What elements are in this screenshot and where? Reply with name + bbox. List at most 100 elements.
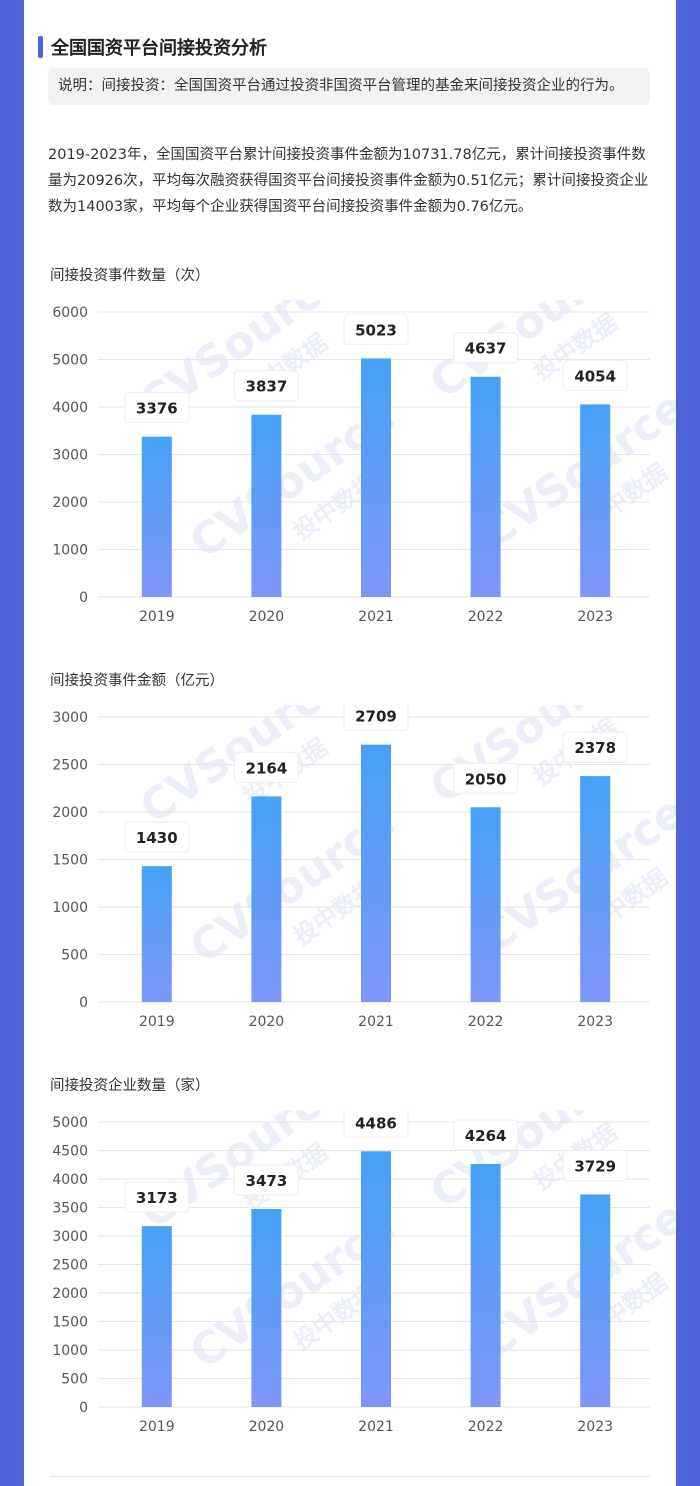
article-card: 全国国资平台间接投资分析 说明：间接投资：全国国资平台通过投资非国资平台管理的基…: [24, 0, 676, 1486]
bar-value-label: 4054: [574, 367, 616, 385]
y-tick-label: 0: [79, 995, 88, 1011]
y-tick-label: 2500: [52, 758, 88, 774]
x-tick-label: 2020: [249, 1419, 285, 1435]
y-tick-label: 2000: [52, 1286, 88, 1302]
value-label-box: [453, 1119, 519, 1151]
bar: [580, 1194, 611, 1407]
bar-value-label: 5023: [355, 321, 397, 339]
chart-title-event-count: 间接投资事件数量（次）: [50, 268, 210, 284]
bar-value-label: 1430: [136, 829, 178, 847]
value-label-box: [453, 332, 519, 364]
x-tick-label: 2023: [577, 1419, 613, 1435]
y-tick-label: 4500: [52, 1144, 88, 1160]
x-tick-label: 2019: [139, 609, 175, 625]
x-tick-label: 2021: [358, 1419, 394, 1435]
value-label-box: [562, 1149, 628, 1181]
bar-value-label: 2164: [246, 759, 288, 777]
bar-value-label: 3376: [136, 400, 178, 418]
company-count-chart: CVSource投中数据CVSource投中数据CVSource投中数据CVSo…: [52, 1110, 676, 1435]
y-tick-label: 4000: [52, 400, 88, 416]
x-tick-label: 2020: [249, 609, 285, 625]
x-tick-label: 2021: [358, 1014, 394, 1030]
y-tick-label: 500: [61, 1372, 88, 1388]
x-tick-label: 2023: [577, 1014, 613, 1030]
y-tick-label: 1000: [52, 1343, 88, 1359]
y-tick-label: 4000: [52, 1172, 88, 1188]
y-tick-label: 0: [79, 590, 88, 606]
bar: [251, 796, 282, 1002]
value-label-box: [124, 1181, 190, 1213]
x-tick-label: 2022: [468, 609, 504, 625]
title-accent-bar: [38, 36, 43, 58]
bar-value-label: 4637: [465, 340, 507, 358]
bar-value-label: 2378: [574, 739, 616, 757]
value-label-box: [233, 370, 299, 402]
x-tick-label: 2022: [468, 1014, 504, 1030]
x-tick-label: 2021: [358, 609, 394, 625]
value-label-box: [124, 821, 190, 853]
x-tick-label: 2022: [468, 1419, 504, 1435]
value-label-box: [562, 359, 628, 391]
value-label-box: [453, 762, 519, 794]
y-tick-label: 2500: [52, 1258, 88, 1274]
y-tick-label: 1500: [52, 1315, 88, 1331]
bar: [580, 404, 611, 597]
bar: [141, 436, 172, 597]
section-title: 全国国资平台间接投资分析: [51, 38, 267, 59]
bar: [141, 1226, 172, 1407]
bar: [251, 414, 282, 597]
y-tick-label: 1000: [52, 900, 88, 916]
y-tick-label: 500: [61, 948, 88, 964]
summary-paragraph: 2019-2023年，全国国资平台累计间接投资事件金额为10731.78亿元，累…: [48, 147, 649, 215]
chart-title-event-amount: 间接投资事件金额（亿元）: [50, 673, 224, 689]
y-tick-label: 1000: [52, 543, 88, 559]
section-header: 全国国资平台间接投资分析: [38, 34, 267, 60]
bar-value-label: 3729: [574, 1157, 616, 1175]
bar: [470, 807, 501, 1002]
bottom-divider: [50, 1476, 650, 1477]
value-label-box: [343, 705, 409, 732]
bar-value-label: 4264: [465, 1127, 507, 1145]
x-tick-label: 2020: [249, 1014, 285, 1030]
x-tick-label: 2023: [577, 609, 613, 625]
y-tick-label: 3000: [52, 710, 88, 726]
event-amount-chart: CVSource投中数据CVSource投中数据CVSource投中数据CVSo…: [52, 705, 676, 1030]
y-tick-label: 3000: [52, 448, 88, 464]
note-box: 说明：间接投资：全国国资平台通过投资非国资平台管理的基金来间接投资企业的行为。: [48, 68, 650, 105]
y-tick-label: 1500: [52, 853, 88, 869]
bar: [251, 1209, 282, 1407]
bar: [361, 358, 391, 597]
bar: [470, 1163, 501, 1407]
x-tick-label: 2019: [139, 1014, 175, 1030]
chart-title-company-count: 间接投资企业数量（家）: [50, 1078, 210, 1094]
bar-value-label: 3837: [246, 378, 288, 396]
y-tick-label: 5000: [52, 1115, 88, 1131]
bar-value-label: 3473: [246, 1172, 288, 1190]
bar: [580, 776, 611, 1002]
y-tick-label: 2000: [52, 495, 88, 511]
value-label-box: [124, 392, 190, 424]
bar: [361, 1151, 391, 1407]
y-tick-label: 3500: [52, 1201, 88, 1217]
bar: [470, 376, 501, 597]
bar-value-label: 2709: [355, 708, 397, 726]
y-tick-label: 6000: [52, 305, 88, 321]
bar-value-label: 2050: [465, 770, 507, 788]
x-tick-label: 2019: [139, 1419, 175, 1435]
bar-value-label: 4486: [355, 1114, 397, 1132]
bar: [361, 744, 391, 1002]
value-label-box: [343, 1110, 409, 1138]
bar-value-label: 3173: [136, 1189, 178, 1207]
y-tick-label: 0: [79, 1400, 88, 1416]
value-label-box: [343, 313, 409, 345]
value-label-box: [233, 1164, 299, 1196]
y-tick-label: 3000: [52, 1229, 88, 1245]
value-label-box: [233, 751, 299, 783]
bar: [141, 866, 172, 1002]
y-tick-label: 5000: [52, 353, 88, 369]
y-tick-label: 2000: [52, 805, 88, 821]
